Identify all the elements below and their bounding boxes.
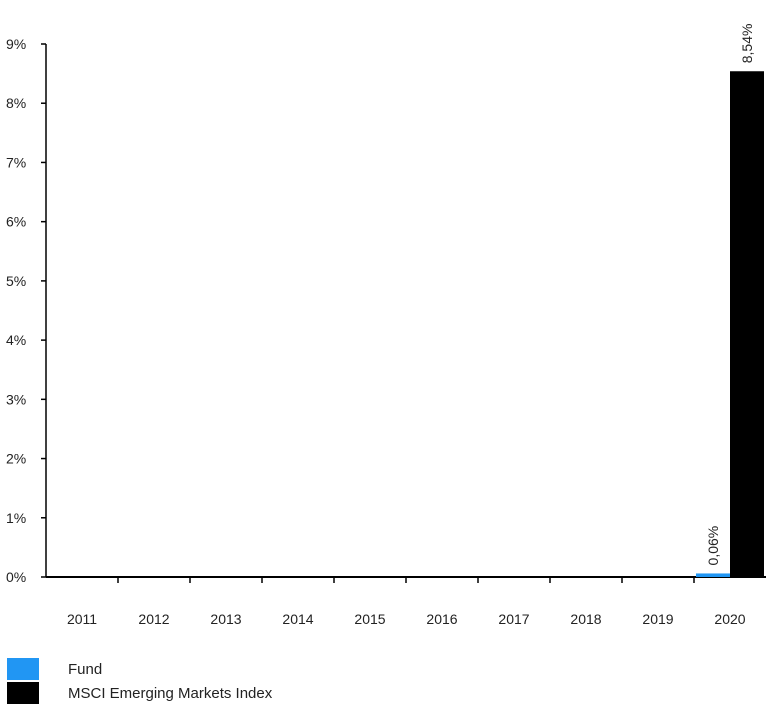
- bars: [696, 71, 764, 578]
- legend-swatch-index: [7, 682, 39, 704]
- y-tick-label: 6%: [6, 214, 26, 230]
- y-tick-label: 2%: [6, 451, 26, 467]
- data-label: 0,06%: [705, 526, 721, 566]
- legend: Fund MSCI Emerging Markets Index: [7, 658, 272, 706]
- x-tick-label: 2011: [67, 611, 97, 627]
- bar-fund-2020: [696, 573, 730, 577]
- legend-label-index: MSCI Emerging Markets Index: [68, 684, 273, 702]
- x-axis: 2011 2012 2013 2014 2015 2016 2017 2018 2019 2020: [46, 576, 766, 627]
- legend-item-fund: Fund: [7, 658, 272, 680]
- y-tick-label: 5%: [6, 273, 26, 289]
- y-axis: 0% 1% 2% 3% 4% 5% 6% 7% 8% 9%: [6, 36, 47, 585]
- legend-item-index: MSCI Emerging Markets Index: [7, 682, 272, 704]
- legend-swatch-fund: [7, 658, 39, 680]
- y-tick-label: 8%: [6, 95, 26, 111]
- y-tick-label: 9%: [6, 36, 26, 52]
- y-tick-label: 0%: [6, 569, 26, 585]
- x-tick-label: 2015: [354, 611, 385, 627]
- x-tick-label: 2014: [282, 611, 313, 627]
- x-tick-label: 2018: [570, 611, 601, 627]
- x-tick-label: 2019: [642, 611, 673, 627]
- bar-index-2020: [730, 71, 764, 578]
- x-tick-label: 2017: [498, 611, 529, 627]
- chart: 0%1%2%3%4%5%6%7%8%9% 2011 2012 2013 2014 201…: [6, 24, 766, 627]
- x-tick-label: 2020: [714, 611, 745, 627]
- x-tick-label: 2013: [210, 611, 241, 627]
- y-tick-label: 1%: [6, 510, 26, 526]
- data-label: 8,54%: [739, 24, 755, 64]
- y-tick-label: 7%: [6, 154, 26, 170]
- x-tick-label: 2012: [138, 611, 169, 627]
- y-tick-label: 4%: [6, 332, 26, 348]
- legend-label-fund: Fund: [68, 660, 103, 678]
- x-tick-label: 2016: [426, 611, 457, 627]
- y-tick-label: 3%: [6, 391, 26, 407]
- data-labels: 0,06% 8,54%: [705, 24, 755, 566]
